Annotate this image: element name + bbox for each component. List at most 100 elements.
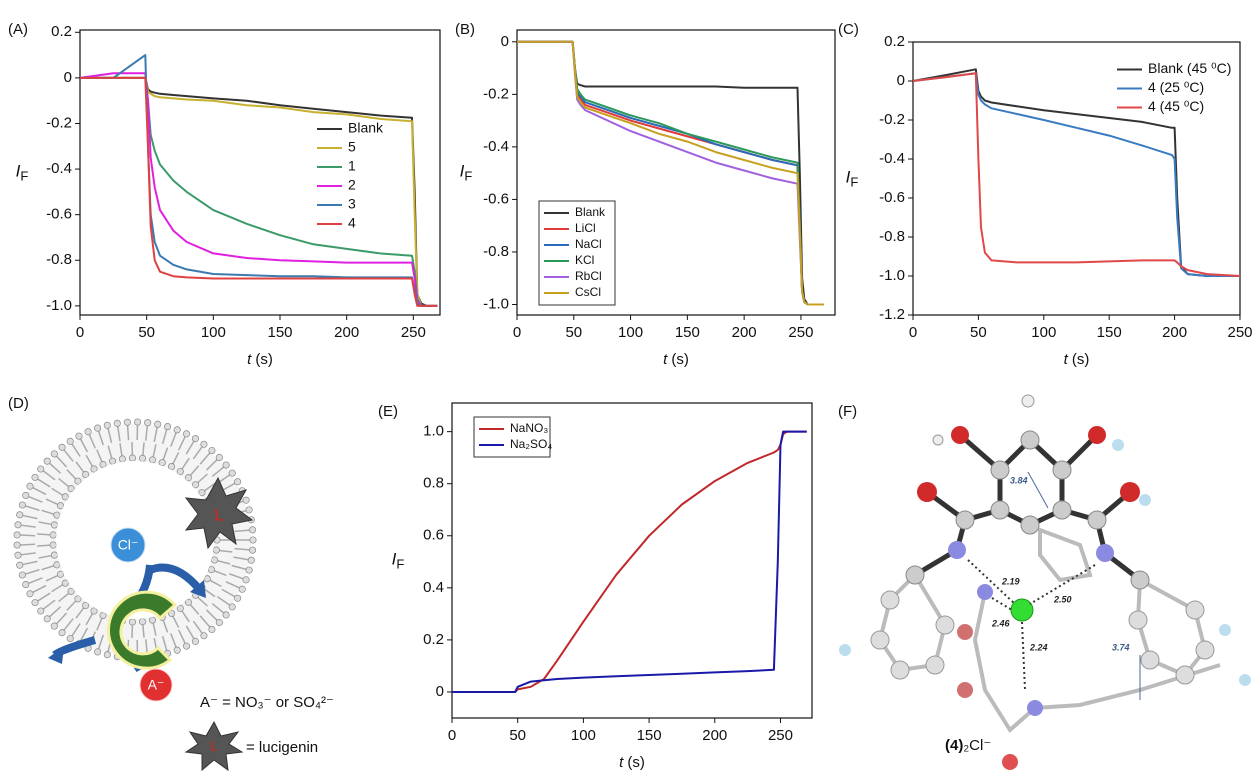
lipid-head (182, 642, 191, 650)
lipid-head (176, 604, 184, 612)
lipid-head (74, 477, 82, 485)
x-axis-unit: (s) (255, 351, 273, 368)
legend-label: 4 (45 ⁰C) (1148, 98, 1204, 114)
legend-frame (538, 200, 616, 306)
lipid-head (99, 611, 107, 620)
lipid-head (22, 491, 30, 499)
lipid-head (103, 651, 111, 659)
plot-frame (79, 29, 441, 316)
line (80, 76, 438, 307)
lipid-head (18, 501, 26, 509)
lipid-head (173, 426, 181, 434)
lipid-head (66, 635, 74, 643)
lipid-head (184, 598, 192, 606)
caption-bold: (4) (945, 737, 963, 754)
y-tick-label: 0.2 (884, 33, 905, 50)
lipid-head (109, 457, 117, 465)
x-tick-label: 150 (267, 324, 292, 341)
lipid-head (53, 561, 61, 569)
x-tick-label: 200 (732, 324, 757, 341)
y-tick-label: 0.2 (423, 631, 444, 648)
x-axis-label: t (s) (247, 351, 273, 368)
series-group (452, 430, 807, 693)
lipid-head (238, 585, 246, 593)
x-tick-label: 200 (334, 324, 359, 341)
y-tick-label: -0.2 (46, 114, 72, 131)
x-tick-label: 0 (909, 324, 917, 341)
lipid-head (234, 478, 242, 486)
lipid-head (82, 601, 90, 609)
x-tick-label: 200 (702, 727, 727, 744)
lipid-head (207, 566, 216, 574)
lipid-head (13, 541, 21, 549)
lipid-head (212, 546, 220, 554)
x-axis-unit: (s) (671, 351, 689, 368)
legend-label: LiCl (575, 221, 596, 235)
lipid-head (13, 531, 21, 539)
h-bonds (967, 559, 1096, 691)
x-axis-unit: (s) (627, 754, 645, 771)
x-tick-label: 100 (618, 324, 643, 341)
lipid-head (198, 489, 206, 497)
y-tick-label: -0.8 (879, 228, 905, 245)
x-tick-label: 0 (448, 727, 456, 744)
lipid-head (14, 551, 22, 559)
arrow-head (190, 580, 206, 598)
y-tick-label: -0.6 (46, 206, 72, 223)
lipid-head (49, 531, 57, 539)
x-tick-label: 150 (1097, 324, 1122, 341)
lipid-head (50, 551, 58, 559)
y-tick-label: -0.6 (879, 189, 905, 206)
plot-frame (912, 41, 1241, 316)
lipid-head (234, 594, 242, 602)
x-axis-label: t (s) (619, 754, 645, 771)
lipid-head (242, 576, 250, 584)
series-group (517, 40, 824, 306)
line (80, 76, 438, 307)
y-axis-var: I (392, 550, 397, 569)
y-tick-label: 0.6 (423, 527, 444, 544)
panel-label: (F) (838, 403, 857, 420)
legend-label: Blank (45 ⁰C) (1148, 60, 1231, 76)
lipid-head (26, 590, 34, 598)
lipid-head (61, 493, 69, 501)
lipid-head (203, 575, 211, 583)
x-tick-label: 250 (788, 324, 813, 341)
x-tick-label: 250 (768, 727, 793, 744)
y-tick-label: -0.4 (879, 150, 905, 167)
y-axis-label: IF (460, 162, 473, 184)
x-tick-label: 0 (513, 324, 521, 341)
panel-f: (F) (838, 394, 1251, 770)
lipid-head (168, 609, 176, 617)
x-tick-label: 150 (637, 727, 662, 744)
lipid-head (123, 418, 131, 426)
line (912, 72, 1240, 277)
lipid-head (191, 637, 200, 645)
lipid-head (58, 443, 66, 451)
x-tick-label: 100 (571, 727, 596, 744)
lipid-head (53, 511, 61, 519)
legend-label: 5 (348, 139, 356, 155)
lipid-head (67, 587, 75, 595)
y-tick-label: -0.4 (46, 160, 72, 177)
y-tick-label: -0.8 (483, 243, 509, 260)
distance: 2.50 (1053, 594, 1072, 604)
y-tick-label: -0.4 (483, 138, 509, 155)
lipid-head (94, 424, 102, 432)
stacking-line (1027, 471, 1049, 509)
distance: 2.24 (1029, 642, 1048, 652)
arrow (148, 563, 204, 593)
legend-label: 1 (348, 158, 356, 174)
legend-label: 2 (348, 177, 356, 193)
line (80, 76, 438, 307)
lipid-head (43, 615, 51, 623)
line (912, 72, 1241, 277)
y-tick-label: 0 (501, 33, 509, 50)
lipid-head (148, 456, 157, 464)
y-axis-sub: F (850, 175, 858, 190)
x-axis-label: t (s) (1064, 351, 1090, 368)
lipid-head (66, 437, 74, 445)
line (79, 72, 438, 307)
x-tick-label: 0 (76, 324, 84, 341)
lipid-head (90, 607, 98, 615)
